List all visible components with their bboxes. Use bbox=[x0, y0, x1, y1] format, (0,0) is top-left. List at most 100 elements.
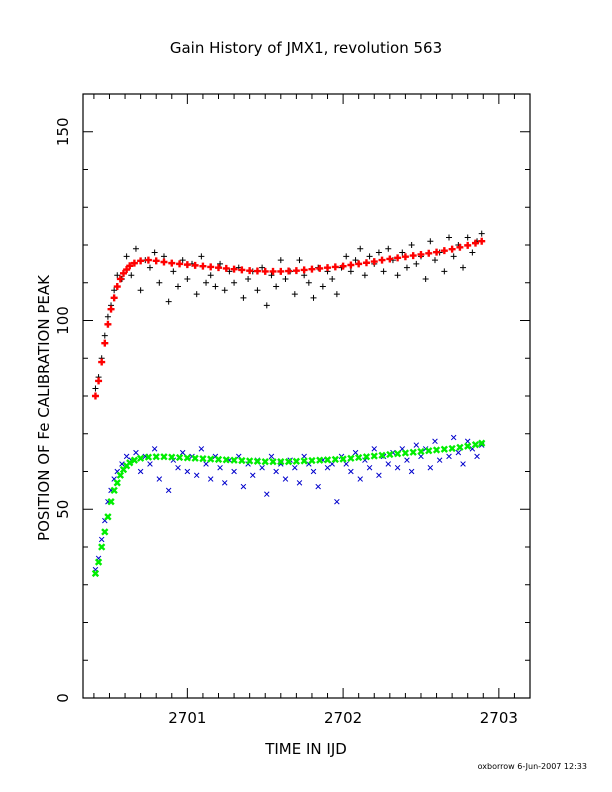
data-point bbox=[348, 468, 354, 475]
data-point bbox=[399, 249, 406, 256]
data-point bbox=[168, 453, 176, 461]
data-point bbox=[324, 464, 331, 471]
data-point bbox=[111, 287, 118, 294]
data-point bbox=[450, 434, 457, 441]
data-point bbox=[147, 461, 153, 467]
x-tick-label: 2701 bbox=[168, 709, 206, 727]
data-point bbox=[240, 483, 247, 490]
data-point bbox=[230, 456, 238, 464]
data-point bbox=[357, 245, 364, 252]
data-point bbox=[254, 287, 261, 294]
data-point bbox=[113, 283, 121, 291]
data-point bbox=[378, 256, 386, 264]
x-tick-label: 2703 bbox=[480, 709, 518, 727]
data-point bbox=[427, 238, 434, 245]
data-point bbox=[334, 498, 340, 505]
data-point bbox=[259, 264, 266, 271]
data-point bbox=[207, 263, 215, 271]
data-point bbox=[478, 439, 486, 447]
data-point bbox=[308, 265, 316, 273]
data-point bbox=[119, 461, 125, 467]
data-point bbox=[478, 237, 486, 245]
data-point bbox=[198, 446, 205, 452]
data-point bbox=[408, 242, 415, 248]
data-point bbox=[385, 461, 392, 467]
data-point bbox=[300, 457, 308, 465]
data-point bbox=[268, 272, 275, 279]
data-point bbox=[292, 267, 300, 275]
data-point bbox=[378, 451, 386, 459]
data-point bbox=[101, 528, 109, 536]
data-point bbox=[315, 483, 321, 490]
data-point bbox=[418, 453, 424, 460]
data-point bbox=[409, 448, 417, 456]
data-point bbox=[455, 449, 462, 456]
data-point bbox=[116, 275, 124, 283]
data-point bbox=[380, 268, 387, 275]
data-point bbox=[152, 257, 160, 265]
data-point bbox=[136, 454, 145, 462]
data-point bbox=[92, 385, 99, 392]
data-point bbox=[331, 263, 339, 271]
data-point bbox=[269, 267, 277, 275]
y-tick-label: 0 bbox=[54, 693, 72, 703]
data-point bbox=[394, 272, 401, 279]
plot-frame bbox=[82, 93, 531, 699]
data-point bbox=[94, 558, 103, 566]
data-point bbox=[339, 262, 347, 270]
data-point bbox=[471, 239, 479, 247]
data-point bbox=[116, 471, 125, 479]
data-point bbox=[264, 491, 270, 497]
data-point bbox=[417, 250, 425, 258]
data-point bbox=[386, 255, 394, 263]
data-point bbox=[370, 258, 378, 266]
data-point bbox=[199, 262, 207, 270]
data-point bbox=[291, 291, 298, 298]
data-point bbox=[448, 444, 456, 453]
data-point bbox=[95, 377, 103, 385]
data-point bbox=[366, 464, 373, 471]
data-point bbox=[292, 464, 298, 471]
data-point bbox=[110, 486, 118, 495]
data-point bbox=[316, 264, 324, 272]
data-point bbox=[300, 266, 308, 274]
data-point bbox=[460, 461, 466, 467]
data-point bbox=[422, 275, 429, 282]
data-point bbox=[355, 453, 363, 462]
data-point bbox=[319, 283, 326, 290]
data-point bbox=[432, 446, 441, 454]
data-point bbox=[193, 472, 200, 479]
data-point bbox=[128, 272, 135, 279]
data-point bbox=[183, 261, 191, 269]
data-point bbox=[343, 461, 349, 467]
data-point bbox=[160, 453, 168, 461]
data-point bbox=[446, 453, 452, 460]
data-point bbox=[231, 279, 238, 286]
data-point bbox=[370, 452, 378, 460]
data-point bbox=[151, 446, 158, 452]
data-point bbox=[144, 453, 153, 461]
series-1 bbox=[91, 237, 486, 400]
data-point bbox=[221, 480, 228, 486]
series-2 bbox=[92, 434, 485, 573]
data-point bbox=[273, 468, 279, 475]
data-point bbox=[130, 259, 138, 267]
data-point bbox=[156, 476, 163, 482]
data-point bbox=[310, 468, 317, 475]
data-point bbox=[160, 253, 167, 260]
data-point bbox=[133, 449, 139, 456]
data-point bbox=[215, 264, 223, 272]
data-point bbox=[146, 264, 153, 271]
data-point bbox=[130, 456, 139, 464]
data-point bbox=[246, 267, 254, 275]
data-point bbox=[460, 264, 467, 271]
data-point bbox=[343, 253, 350, 260]
data-point bbox=[165, 487, 172, 494]
data-point bbox=[132, 245, 139, 252]
data-point bbox=[151, 249, 158, 256]
data-point bbox=[91, 392, 99, 400]
data-point bbox=[456, 243, 464, 251]
data-point bbox=[230, 265, 238, 273]
data-point bbox=[107, 305, 115, 313]
data-point bbox=[296, 480, 303, 486]
